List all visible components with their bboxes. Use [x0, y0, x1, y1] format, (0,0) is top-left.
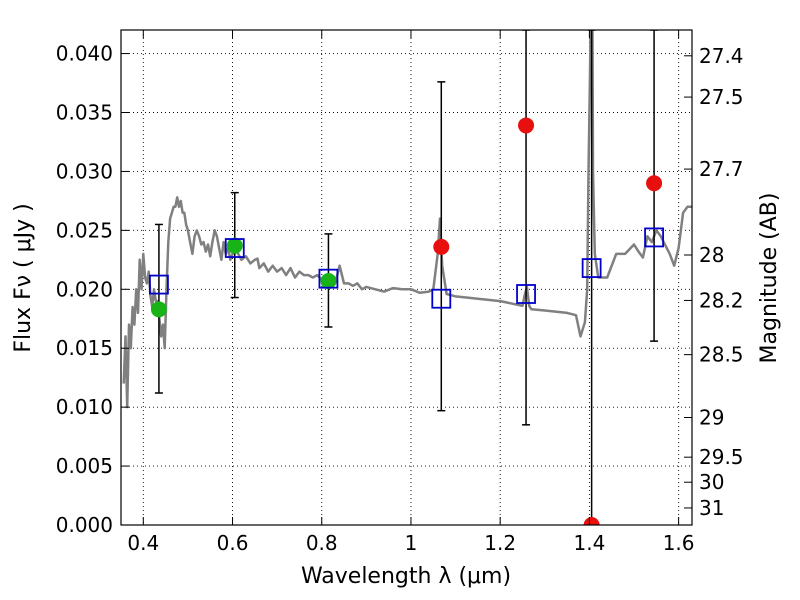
model-spectrum-line — [122, 30, 692, 409]
mag-tick-label: 29.5 — [699, 445, 744, 469]
y2-axis-label: Magnitude (AB) — [757, 193, 782, 364]
model-photometry-square — [516, 284, 536, 304]
y-tick-label: 0.020 — [56, 277, 113, 301]
mag-tick-label: 31 — [699, 496, 724, 520]
y-tick-label: 0.015 — [56, 336, 113, 360]
plot-area — [122, 30, 692, 525]
x-tick-label: 0.8 — [306, 531, 338, 555]
x-tick-label: 1.4 — [573, 531, 605, 555]
red-data-point — [583, 517, 600, 525]
detection-point — [226, 237, 243, 254]
y-tick-label: 0.025 — [56, 218, 113, 242]
y-tick-label: 0.010 — [56, 395, 113, 419]
mag-tick-label: 30 — [699, 470, 724, 494]
x-tick-label: 0.4 — [127, 531, 159, 555]
model-photometry-square — [149, 274, 169, 295]
red-data-point — [518, 117, 535, 134]
y-tick-label: 0.005 — [56, 454, 113, 478]
mag-tick-label: 27.4 — [699, 44, 744, 68]
y-tick-label: 0.040 — [56, 42, 113, 66]
axes: 0.4 0.6 0.8 1 1.2 1.4 1.6 0.000 0.005 0.010 0.015 0… — [56, 30, 744, 555]
x-tick-label: 1.2 — [484, 531, 516, 555]
x-axis-label: Wavelength λ (μm) — [301, 564, 511, 589]
mag-tick-label: 29 — [699, 406, 724, 430]
red-data-point — [646, 175, 663, 192]
model-photometry-square — [581, 258, 602, 278]
grid — [121, 30, 692, 525]
y-tick-label: 0.030 — [56, 159, 113, 183]
red-data-point — [433, 238, 450, 255]
y-tick-label: 0.000 — [56, 513, 113, 537]
y-tick-label: 0.035 — [56, 101, 113, 125]
detection-point — [320, 273, 337, 290]
y-axis-label: Flux Fν ( μJy ) — [11, 203, 36, 352]
mag-tick-label: 28 — [699, 243, 724, 267]
model-photometry-square — [644, 227, 664, 248]
model-photometry-square — [224, 238, 245, 258]
mag-tick-label: 27.7 — [699, 157, 744, 181]
detection-point — [150, 301, 167, 318]
x-tick-label: 0.6 — [217, 531, 249, 555]
mag-tick-label: 28.2 — [699, 288, 744, 312]
model-photometry-square — [431, 288, 452, 309]
x-tick-label: 1.6 — [663, 531, 695, 555]
x-tick-label: 1 — [405, 531, 418, 555]
plot-frame — [120, 29, 693, 526]
model-photometry-square — [318, 268, 339, 289]
mag-tick-label: 27.5 — [699, 85, 744, 109]
mag-tick-label: 28.5 — [699, 343, 744, 367]
